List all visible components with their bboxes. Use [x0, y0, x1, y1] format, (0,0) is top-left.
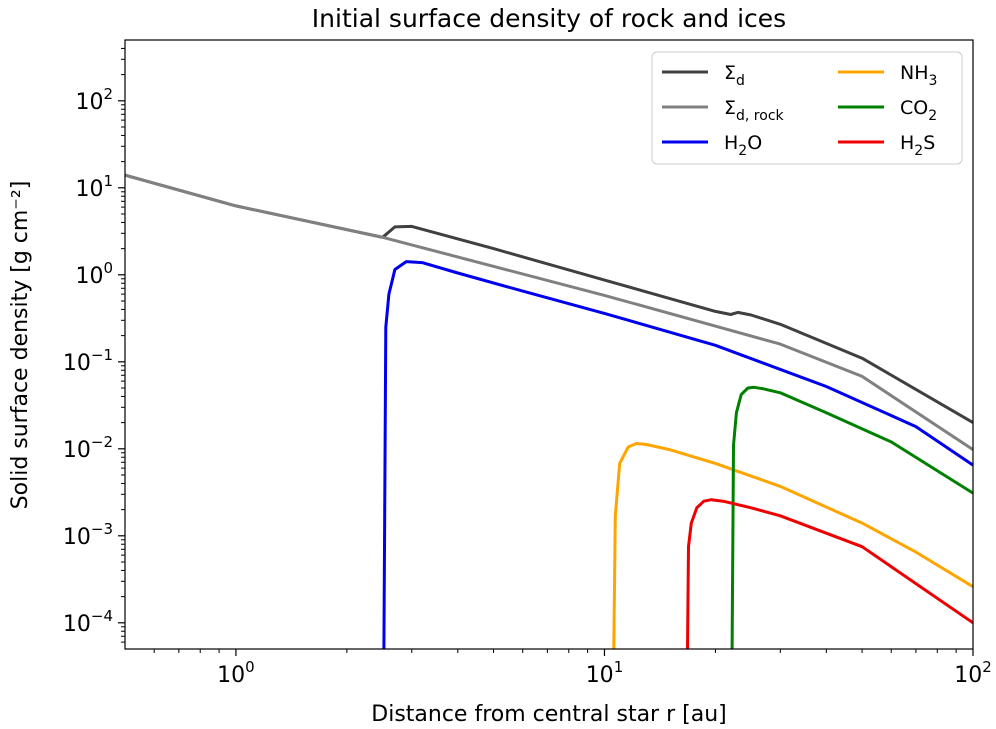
y-tick-label: 100: [75, 259, 113, 289]
plot-lines: [124, 173, 974, 650]
series-line-nh3: [612, 442, 974, 650]
y-tick-label: 10−2: [63, 433, 113, 463]
x-tick-label: 101: [586, 658, 624, 688]
legend-label-h2s: H2S: [900, 132, 935, 159]
x-axis-label: Distance from central star r [au]: [371, 702, 726, 727]
y-tick-label: 10−1: [63, 346, 113, 376]
x-tick-label: 100: [217, 658, 255, 688]
series-line-h2o: [382, 260, 974, 650]
series-line-sigma_d: [124, 173, 974, 424]
legend-label-nh3: NH3: [900, 62, 937, 89]
y-tick-label: 101: [75, 172, 113, 202]
x-tick-label: 102: [954, 658, 992, 688]
legend-label-sigma_d_rock: Σd, rock: [724, 97, 785, 124]
y-tick-label: 10−3: [63, 520, 113, 550]
y-axis-label: Solid surface density [g cm⁻²]: [8, 181, 33, 510]
chart-title: Initial surface density of rock and ices: [312, 4, 786, 33]
legend-label-h2o: H2O: [724, 132, 762, 159]
plot-frame: [124, 39, 974, 650]
legend-label-co2: CO2: [900, 97, 937, 124]
y-axis-ticks: 10−4 10−3 10−2 10−1 100 101 102: [63, 47, 125, 643]
y-tick-label: 102: [75, 85, 113, 115]
x-axis-ticks: 100 101 102: [153, 649, 992, 688]
legend-label-sigma_d: Σd: [724, 62, 745, 89]
series-line-h2s: [686, 498, 974, 650]
legend-box: [651, 51, 963, 165]
legend: Σd Σd, rock H2O NH3 CO2 H2S: [651, 51, 963, 165]
y-tick-label: 10−4: [63, 607, 113, 637]
series-line-co2: [730, 385, 974, 650]
series-line-sigma_d_rock: [124, 173, 974, 451]
